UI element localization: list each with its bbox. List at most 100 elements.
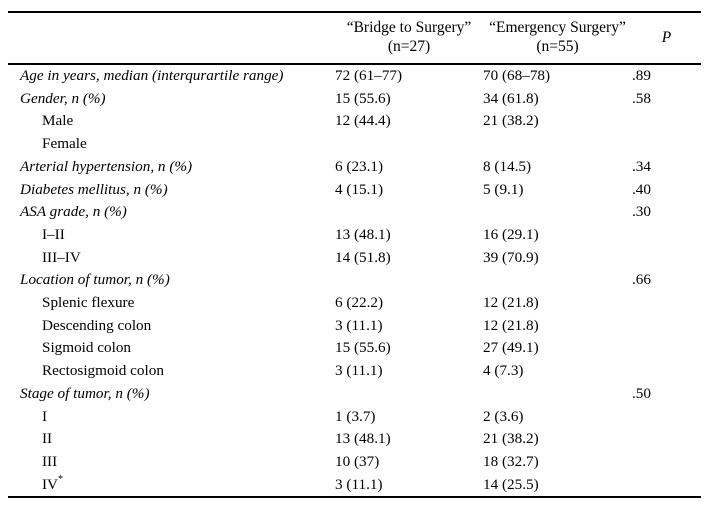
row-label-text: Arterial hypertension, n (%) <box>20 157 193 175</box>
table-row: Rectosigmoid colon 3 (11.1) 4 (7.3) <box>8 360 701 383</box>
emergency-value: 18 (32.7) <box>483 452 539 470</box>
emergency-value: 4 (7.3) <box>483 362 524 380</box>
bridge-value: 15 (55.6) <box>335 339 391 357</box>
row-label-text: Age in years, median (interqurartile ran… <box>20 67 284 84</box>
row-label: Gender, n (%) <box>8 88 335 111</box>
bridge-value: 15 (55.6) <box>335 89 391 107</box>
bridge-value: 3 (11.1) <box>335 362 383 380</box>
row-label-text: Rectosigmoid colon <box>42 362 164 380</box>
row-label-text: III–IV <box>42 248 81 266</box>
table-row: III 10 (37) 18 (32.7) <box>8 451 701 474</box>
p-value: .58 <box>632 89 651 107</box>
emergency-value: 21 (38.2) <box>483 430 539 448</box>
row-label-text: I–II <box>42 225 65 243</box>
table-row: I 1 (3.7) 2 (3.6) <box>8 406 701 429</box>
row-label: Location of tumor, n (%) <box>8 269 335 292</box>
emergency-value: 39 (70.9) <box>483 248 539 266</box>
p-value <box>632 110 701 133</box>
emergency-value: 5 (9.1) <box>483 180 524 198</box>
table-row: Male 12 (44.4) 21 (38.2) <box>8 110 701 133</box>
row-label-text: Female <box>42 135 87 153</box>
col-header-bridge-n: (n=27) <box>387 38 431 55</box>
row-label-text: Location of tumor, n (%) <box>20 271 170 289</box>
row-label: II <box>8 428 335 451</box>
row-label-text: Stage of tumor, n (%) <box>20 384 150 402</box>
row-label-text: ASA grade, n (%) <box>20 203 127 221</box>
table-row: Gender, n (%) 15 (55.6) 34 (61.8) .58 <box>8 88 701 111</box>
row-label-text: I <box>42 407 48 425</box>
col-header-bridge: “Bridge to Surgery” (n=27) <box>335 12 483 65</box>
bridge-value: 13 (48.1) <box>335 225 391 243</box>
p-value: .40 <box>632 180 651 198</box>
row-label-text: Gender, n (%) <box>20 89 106 107</box>
row-label-text: Diabetes mellitus, n (%) <box>20 180 168 198</box>
bridge-value <box>335 201 483 224</box>
table-row: I–II 13 (48.1) 16 (29.1) <box>8 224 701 247</box>
row-label-text: III <box>42 452 58 470</box>
row-label: Diabetes mellitus, n (%) <box>8 179 335 202</box>
emergency-value: 16 (29.1) <box>483 225 539 243</box>
p-value: .50 <box>632 384 651 402</box>
p-value <box>632 406 701 429</box>
col-header-emergency-n: (n=55) <box>536 38 579 55</box>
p-value <box>632 428 701 451</box>
table-row: Female <box>8 133 701 156</box>
emergency-value <box>483 383 632 406</box>
table-body: Age in years, median (interqurartile ran… <box>8 64 701 497</box>
bridge-value: 12 (44.4) <box>335 112 391 130</box>
table-row: II 13 (48.1) 21 (38.2) <box>8 428 701 451</box>
table-header: “Bridge to Surgery” (n=27) “Emergency Su… <box>8 12 701 65</box>
bridge-value <box>335 383 483 406</box>
emergency-value: 70 (68–78) <box>483 67 551 84</box>
row-label: Arterial hypertension, n (%) <box>8 156 335 179</box>
comparison-table: “Bridge to Surgery” (n=27) “Emergency Su… <box>8 11 701 499</box>
row-label: Descending colon <box>8 315 335 338</box>
bridge-value: 13 (48.1) <box>335 430 391 448</box>
table-row: Descending colon 3 (11.1) 12 (21.8) <box>8 315 701 338</box>
col-header-emergency: “Emergency Surgery” (n=55) <box>483 12 632 65</box>
row-label: Splenic flexure <box>8 292 335 315</box>
col-header-emergency-title: “Emergency Surgery” <box>489 19 626 36</box>
row-label: IV* <box>8 474 335 498</box>
row-label-text: Male <box>42 112 74 130</box>
p-value <box>632 292 701 315</box>
row-label: Male <box>8 110 335 133</box>
bridge-value <box>335 133 483 156</box>
row-label-text: II <box>42 430 53 448</box>
bridge-value: 6 (23.1) <box>335 157 384 175</box>
bridge-value: 1 (3.7) <box>335 407 376 425</box>
bridge-value: 3 (11.1) <box>335 316 383 334</box>
p-value <box>632 133 701 156</box>
col-header-p: P <box>632 12 701 65</box>
row-label: III–IV <box>8 247 335 270</box>
emergency-value: 34 (61.8) <box>483 89 539 107</box>
table-row: Splenic flexure 6 (22.2) 12 (21.8) <box>8 292 701 315</box>
p-value <box>632 474 701 498</box>
row-label-text: Splenic flexure <box>42 294 135 312</box>
row-label-sup: * <box>58 473 64 485</box>
table-row: Sigmoid colon 15 (55.6) 27 (49.1) <box>8 337 701 360</box>
bridge-value: 72 (61–77) <box>335 67 403 84</box>
table-row: Stage of tumor, n (%) .50 <box>8 383 701 406</box>
header-spacer <box>8 12 335 65</box>
emergency-value: 14 (25.5) <box>483 475 539 493</box>
bridge-value: 3 (11.1) <box>335 475 383 493</box>
p-value: .30 <box>632 203 651 221</box>
bridge-value: 14 (51.8) <box>335 248 391 266</box>
row-label: Sigmoid colon <box>8 337 335 360</box>
row-label: Rectosigmoid colon <box>8 360 335 383</box>
table-row: ASA grade, n (%) .30 <box>8 201 701 224</box>
p-value <box>632 337 701 360</box>
table-row: Diabetes mellitus, n (%) 4 (15.1) 5 (9.1… <box>8 179 701 202</box>
p-value <box>632 224 701 247</box>
p-value <box>632 360 701 383</box>
p-value: .34 <box>632 157 651 175</box>
row-label-text: Descending colon <box>42 316 152 334</box>
emergency-value <box>483 201 632 224</box>
emergency-value: 21 (38.2) <box>483 112 539 130</box>
table-row: Location of tumor, n (%) .66 <box>8 269 701 292</box>
row-label-text: Sigmoid colon <box>42 339 132 357</box>
bridge-value <box>335 269 483 292</box>
row-label: I <box>8 406 335 429</box>
